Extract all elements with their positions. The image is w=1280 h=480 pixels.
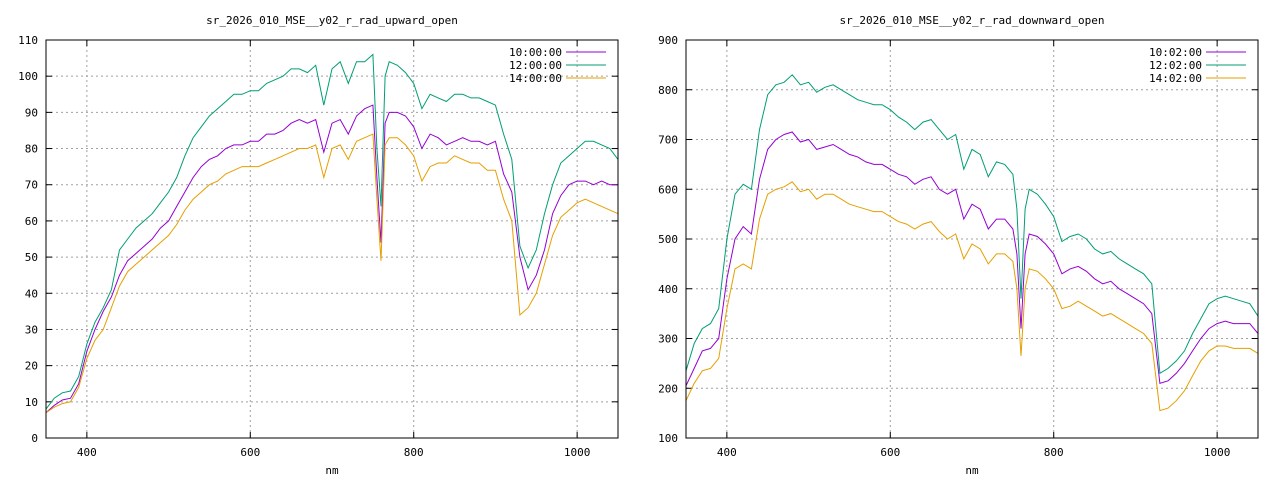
y-tick-label: 800 — [658, 84, 678, 97]
x-tick-label: 1000 — [1204, 446, 1231, 459]
legend-entry-label: 10:00:00 — [509, 46, 562, 59]
series-line-2 — [46, 133, 618, 414]
legend-entry-label: 14:02:00 — [1149, 72, 1202, 85]
chart-title: sr_2026_010_MSE__y02_r_rad_upward_open — [206, 14, 458, 27]
legend-entry-label: 10:02:00 — [1149, 46, 1202, 59]
y-tick-label: 900 — [658, 34, 678, 47]
upward-chart-panel: sr_2026_010_MSE__y02_r_rad_upward_open 0 1… — [18, 14, 619, 477]
x-tick-label: 800 — [404, 446, 424, 459]
y-tick-label: 20 — [25, 360, 38, 373]
y-tick-label: 700 — [658, 134, 678, 147]
x-tick-label: 400 — [717, 446, 737, 459]
legend-entry-label: 12:02:00 — [1149, 59, 1202, 72]
legend-entry-label: 14:00:00 — [509, 72, 562, 85]
y-tick-label: 60 — [25, 215, 38, 228]
y-tick-label: 100 — [658, 432, 678, 445]
x-tick-label: 1000 — [564, 446, 591, 459]
x-axis-label: nm — [325, 464, 339, 477]
y-tick-label: 40 — [25, 287, 38, 300]
y-tick-label: 90 — [25, 106, 38, 119]
x-tick-label: 400 — [77, 446, 97, 459]
y-tick-label: 30 — [25, 323, 38, 336]
series-line-2 — [686, 181, 1258, 412]
y-tick-label: 10 — [25, 396, 38, 409]
series-line-1 — [686, 74, 1258, 375]
x-tick-label: 800 — [1044, 446, 1064, 459]
y-tick-label: 80 — [25, 143, 38, 156]
plot-frame — [45, 39, 619, 439]
legend-entry-label: 12:00:00 — [509, 59, 562, 72]
chart-title: sr_2026_010_MSE__y02_r_rad_downward_open — [840, 14, 1105, 27]
y-tick-label: 110 — [18, 34, 38, 47]
y-tick-label: 600 — [658, 183, 678, 196]
series-line-0 — [686, 131, 1258, 387]
y-tick-label: 300 — [658, 333, 678, 346]
series-line-0 — [46, 104, 618, 414]
x-axis-label: nm — [965, 464, 979, 477]
y-tick-label: 0 — [31, 432, 38, 445]
plot-frame — [685, 39, 1259, 439]
y-tick-label: 70 — [25, 179, 38, 192]
y-tick-label: 200 — [658, 382, 678, 395]
x-tick-label: 600 — [240, 446, 260, 459]
y-tick-label: 400 — [658, 283, 678, 296]
y-tick-label: 500 — [658, 233, 678, 246]
series-line-1 — [46, 53, 618, 410]
downward-chart-panel: sr_2026_010_MSE__y02_r_rad_downward_open… — [658, 14, 1259, 477]
y-tick-label: 100 — [18, 70, 38, 83]
x-tick-label: 600 — [880, 446, 900, 459]
y-tick-label: 50 — [25, 251, 38, 264]
